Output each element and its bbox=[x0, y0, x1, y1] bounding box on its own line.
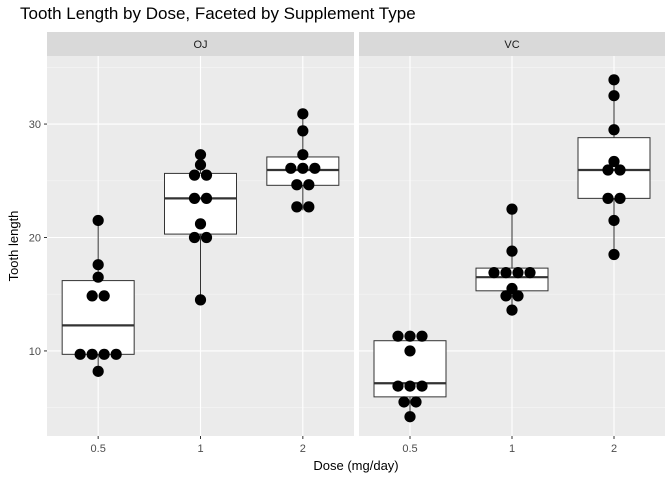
data-point bbox=[602, 164, 614, 176]
data-point bbox=[188, 231, 201, 244]
data-point bbox=[614, 192, 626, 204]
data-point bbox=[416, 380, 428, 392]
data-point bbox=[74, 348, 86, 360]
data-point bbox=[416, 330, 428, 342]
data-point bbox=[608, 248, 620, 261]
y-tick-label: 10 bbox=[29, 346, 41, 358]
x-tick-label: 1 bbox=[197, 443, 203, 455]
data-point bbox=[404, 411, 416, 423]
data-point bbox=[608, 155, 620, 168]
y-axis-title: Tooth length bbox=[6, 211, 21, 282]
data-point bbox=[200, 231, 213, 244]
data-point bbox=[506, 203, 518, 215]
y-tick-label: 20 bbox=[29, 232, 41, 244]
data-point bbox=[392, 330, 404, 342]
data-point bbox=[194, 294, 207, 306]
data-point bbox=[285, 162, 297, 174]
data-point bbox=[92, 271, 104, 283]
data-point bbox=[303, 179, 315, 191]
data-point bbox=[110, 348, 122, 360]
data-point bbox=[98, 348, 110, 360]
box bbox=[577, 137, 651, 199]
data-point bbox=[98, 290, 110, 302]
data-point bbox=[608, 90, 620, 102]
x-tick-label: 2 bbox=[611, 443, 617, 455]
data-point bbox=[488, 267, 500, 279]
data-point bbox=[608, 74, 620, 86]
facet-label: OJ bbox=[193, 39, 207, 51]
facet-strip bbox=[359, 32, 665, 56]
data-point bbox=[297, 149, 309, 161]
facet-strip bbox=[47, 32, 354, 56]
data-point bbox=[188, 192, 201, 204]
data-point bbox=[506, 304, 518, 316]
x-tick-label: 1 bbox=[509, 443, 515, 455]
data-point bbox=[86, 348, 98, 360]
data-point bbox=[398, 396, 410, 408]
data-point bbox=[92, 214, 104, 227]
data-point bbox=[92, 365, 104, 377]
data-point bbox=[392, 380, 404, 392]
facet-label: VC bbox=[504, 39, 519, 51]
data-point bbox=[92, 259, 104, 271]
data-point bbox=[303, 201, 315, 213]
y-tick-label: 30 bbox=[29, 119, 41, 131]
data-point bbox=[614, 164, 626, 176]
data-point bbox=[200, 169, 213, 181]
chart-title: Tooth Length by Dose, Faceted by Supplem… bbox=[20, 4, 416, 23]
data-point bbox=[297, 162, 309, 174]
data-point bbox=[291, 179, 303, 191]
x-axis-title: Dose (mg/day) bbox=[313, 458, 398, 473]
data-point bbox=[309, 162, 321, 174]
data-point bbox=[410, 396, 422, 408]
data-point bbox=[608, 214, 620, 227]
box bbox=[61, 280, 135, 355]
data-point bbox=[512, 267, 524, 279]
x-tick-label: 0.5 bbox=[91, 443, 106, 455]
data-point bbox=[86, 290, 98, 302]
data-point bbox=[404, 330, 416, 342]
data-point bbox=[297, 125, 309, 137]
x-tick-label: 2 bbox=[300, 443, 306, 455]
data-point bbox=[297, 108, 309, 120]
data-point bbox=[291, 201, 303, 213]
data-point bbox=[404, 345, 416, 357]
data-point bbox=[506, 245, 518, 257]
data-point bbox=[524, 267, 536, 279]
data-point bbox=[608, 124, 620, 136]
data-point bbox=[500, 267, 512, 279]
data-point bbox=[404, 380, 416, 392]
data-point bbox=[194, 149, 207, 161]
data-point bbox=[602, 192, 614, 204]
data-point bbox=[194, 159, 207, 171]
data-point bbox=[506, 282, 518, 295]
data-point bbox=[188, 169, 201, 181]
data-point bbox=[194, 218, 207, 230]
x-tick-label: 0.5 bbox=[402, 443, 417, 455]
data-point bbox=[200, 192, 213, 204]
